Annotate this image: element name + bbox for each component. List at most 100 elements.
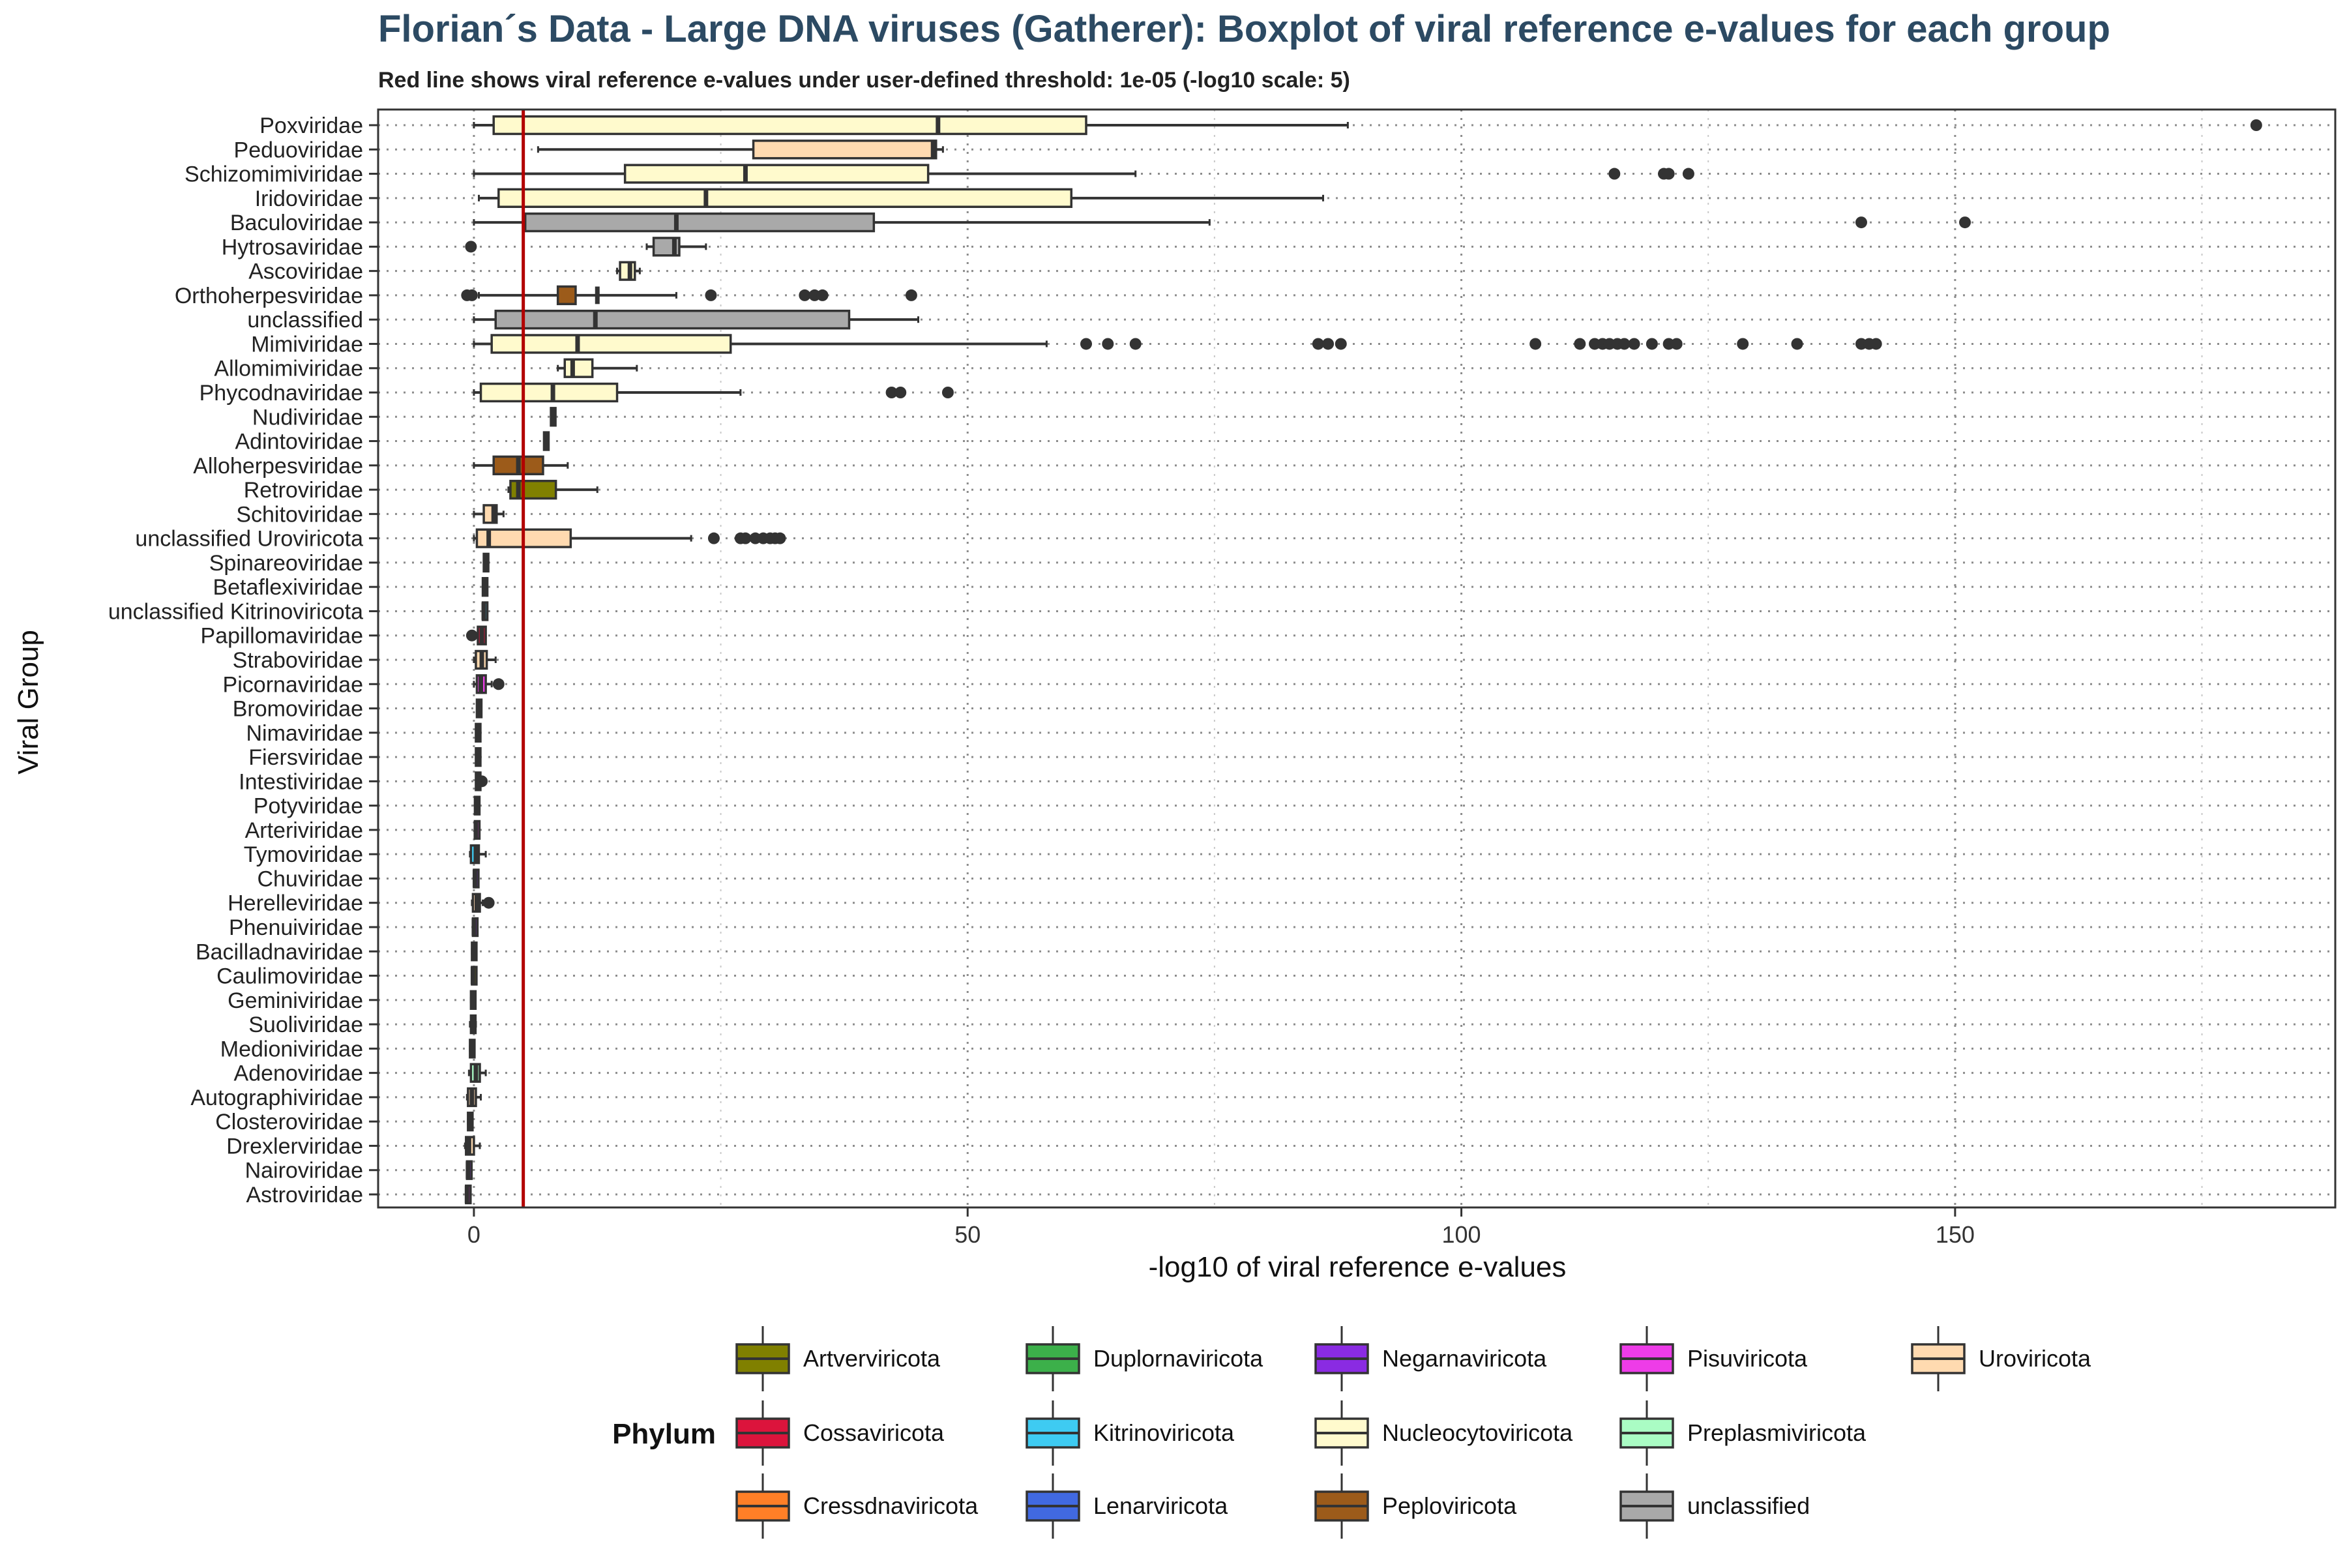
y-tick-label: unclassified [247,308,363,333]
boxplot-herelleviridae [471,893,495,913]
y-tick-label: Allomimiviridae [214,357,363,381]
x-axis-label: -log10 of viral reference e-values [1149,1251,1567,1283]
boxplot-unclassified [473,310,920,330]
outlier-point [1682,168,1694,180]
y-tick-label: Tymoviridae [244,842,363,867]
box [497,188,1073,208]
outlier-point [2250,119,2262,131]
y-tick-label: Straboviridae [233,648,363,673]
boxplot-ascoviridae [616,261,641,281]
boxplot-straboviridae [473,649,497,670]
legend-item: Preplasmiviricota [1619,1400,1867,1466]
y-tick-label: Spinareoviridae [209,551,363,576]
y-tick-label: Peduoviridae [234,138,363,162]
boxplot-drexlerviridae [464,1136,481,1156]
outlier-point [465,289,478,301]
x-tick-label: 150 [1936,1221,1975,1248]
outlier-point [1618,338,1631,350]
legend-item-label: Uroviricota [1979,1345,2091,1372]
legend-item: Cressdnaviricota [735,1473,979,1539]
outlier-point [1628,338,1640,350]
y-tick-label: Phenuiviridae [229,915,363,940]
box [524,212,876,233]
outlier-point [905,289,917,301]
outlier-point [1312,338,1324,350]
legend-item-label: Lenarviricota [1093,1492,1228,1519]
boxplot-alloherpesviridae [473,455,569,475]
boxplot-geminiviridae [469,990,477,1010]
outlier-point [705,289,717,301]
y-tick-label: Herelleviridae [228,891,363,916]
outlier-point [1791,338,1803,350]
outlier-point [799,289,811,301]
y-tick-label: Picornaviridae [223,672,363,697]
boxplot-intestiviridae [475,771,488,791]
legend-item-label: Kitrinoviricota [1093,1419,1235,1446]
boxplot-nudiviridae [550,407,557,427]
boxplot-picornaviridae [473,674,505,694]
boxplot-nairoviridae [465,1160,473,1180]
y-tick-label: Schizomimiviridae [185,162,363,187]
outlier-point [1335,338,1347,350]
y-tick-label: Retroviridae [244,478,363,503]
y-tick-label: Bacilladnaviridae [196,939,363,964]
outlier-point [1529,338,1542,350]
outlier-point [816,289,829,301]
boxplot-baculoviridae [473,212,1971,233]
y-tick-label: Ascoviridae [248,259,363,284]
legend-item: unclassified [1619,1473,1810,1539]
legend-item: Uroviricota [1911,1326,2091,1391]
y-tick-label: Schitoviridae [236,502,363,527]
boxplot-unclassified-uroviricota [473,528,786,548]
boxplot-allomimiviridae [557,358,638,378]
boxplot-phenuiviridae [471,917,479,938]
y-tick-label: Baculoviridae [230,211,363,235]
y-tick-label: Arteriviridae [245,818,363,843]
outlier-point [1662,168,1675,180]
y-tick-label: Mimiviridae [251,332,363,357]
legend-item: Negarnaviricota [1314,1326,1547,1391]
legend-item-label: Duplornaviricota [1093,1345,1263,1372]
boxplot-bacilladnaviridae [471,941,478,962]
boxplot-tymoviridae [469,844,487,865]
y-tick-label: Nairoviridae [245,1159,363,1183]
boxplot-spinareoviridae [482,552,490,573]
box [563,358,594,378]
outlier-point [1870,338,1882,350]
boxplot-papillomaviridae [465,625,487,645]
boxplot-poxviridae [473,115,2262,136]
boxplot-potyviridae [473,795,481,816]
outlier-point [1670,338,1683,350]
box [619,261,636,281]
box [494,310,851,330]
y-tick-label: unclassified Kitrinoviricota [108,599,363,624]
y-tick-label: Hytrosaviridae [222,235,363,259]
legend-item-label: unclassified [1687,1492,1810,1519]
y-tick-label: Orthoherpesviridae [175,284,363,308]
boxplot-orthoherpesviridae [461,285,917,306]
boxplot-hytrosaviridae [465,237,707,257]
outlier-point [774,532,786,544]
outlier-point [1855,216,1867,229]
y-tick-label: Nimaviridae [246,721,364,746]
outlier-point [482,896,495,909]
y-tick-label: Fiersviridae [248,745,363,770]
y-tick-label: Nudiviridae [252,405,363,430]
y-tick-label: Medioniviridae [220,1037,363,1061]
y-tick-label: Phycodnaviridae [199,381,363,406]
boxplot-unclassified-kitrinoviricota [481,601,489,621]
boxplot-arteriviridae [473,820,481,840]
boxplot-adenoviridae [467,1063,487,1083]
y-tick-label: Geminiviridae [228,988,363,1013]
y-tick-label: Intestiviridae [239,769,363,794]
boxplot-closteroviridae [467,1112,474,1132]
legend-item: Cossaviricota [735,1400,945,1466]
x-tick-label: 50 [954,1221,981,1248]
outlier-point [707,532,720,544]
boxplot-mimiviridae [473,334,1882,354]
y-tick-label: unclassified Uroviricota [135,527,363,552]
y-tick-label: Suoliviridae [248,1013,363,1037]
legend-item: Nucleocytoviricota [1314,1400,1573,1466]
